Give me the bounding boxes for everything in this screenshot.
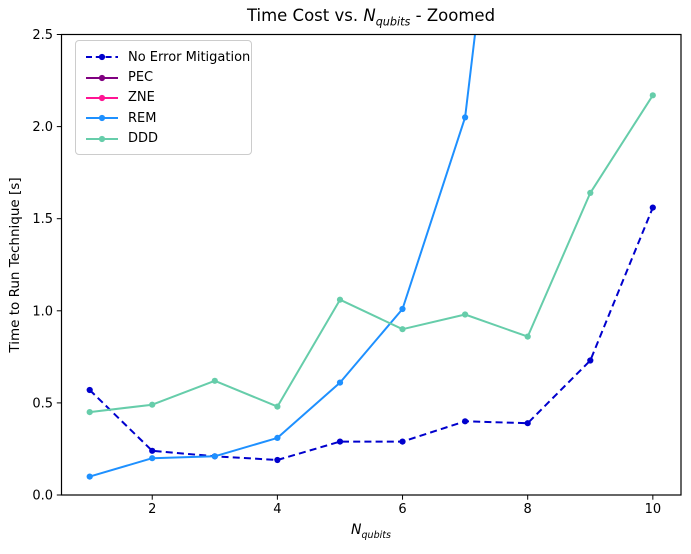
x-tick-label: 8 bbox=[524, 502, 532, 517]
data-point-marker bbox=[399, 305, 406, 313]
chart-title-prefix: Time Cost vs. bbox=[246, 6, 364, 25]
legend-item-rem: REM bbox=[76, 108, 251, 128]
legend-label: DDD bbox=[128, 131, 159, 147]
y-tick-label: 2.5 bbox=[32, 28, 53, 43]
data-point-marker bbox=[462, 114, 469, 121]
y-tick-label: 0.0 bbox=[32, 489, 53, 504]
chart-title-suffix: - Zoomed bbox=[410, 6, 496, 25]
chart-title: Time Cost vs. Nqubits - Zoomed bbox=[61, 6, 681, 28]
legend-line-sample-icon bbox=[86, 94, 118, 102]
data-point-marker bbox=[462, 418, 469, 425]
data-point-marker bbox=[524, 333, 531, 340]
data-point-marker bbox=[587, 189, 594, 196]
legend-label: PEC bbox=[128, 70, 154, 86]
data-point-marker bbox=[524, 420, 531, 427]
data-point-marker bbox=[211, 377, 218, 384]
y-tick-label: 2.0 bbox=[32, 120, 53, 135]
legend-line-sample-icon bbox=[86, 115, 118, 122]
x-tick-label: 10 bbox=[645, 502, 662, 517]
y-axis-label: Time to Run Technique [s] bbox=[7, 177, 23, 353]
data-point-marker bbox=[86, 409, 93, 416]
y-tick-label: 1.5 bbox=[32, 212, 53, 227]
legend-item-zne: ZNE bbox=[76, 88, 251, 108]
data-point-marker bbox=[336, 379, 344, 386]
data-point-marker bbox=[587, 357, 594, 364]
legend-label: No Error Mitigation bbox=[128, 49, 251, 65]
series-no-error-mitigation bbox=[86, 204, 656, 464]
legend-line-sample-icon bbox=[86, 54, 118, 61]
data-point-marker bbox=[149, 447, 156, 454]
data-point-marker bbox=[336, 296, 344, 303]
legend-line-sample-icon bbox=[86, 135, 118, 142]
data-point-marker bbox=[649, 92, 656, 99]
data-point-marker bbox=[649, 204, 656, 211]
legend-item-ddd: DDD bbox=[76, 129, 251, 149]
legend-item-no-error-mitigation: No Error Mitigation bbox=[76, 47, 251, 67]
chart-title-math-base: N bbox=[363, 6, 376, 25]
data-point-marker bbox=[211, 453, 218, 460]
data-point-marker bbox=[274, 434, 281, 441]
data-point-marker bbox=[336, 438, 344, 445]
data-point-marker bbox=[86, 473, 93, 480]
data-point-marker bbox=[86, 386, 93, 394]
data-point-marker bbox=[149, 401, 156, 408]
data-point-marker bbox=[274, 456, 281, 464]
data-point-marker bbox=[462, 311, 469, 318]
plot-spines bbox=[60, 33, 682, 496]
series-group bbox=[86, 34, 656, 480]
legend: No Error Mitigation PEC ZNE REM DDD bbox=[75, 40, 252, 155]
data-point-marker bbox=[399, 326, 406, 333]
y-tick-label: 1.0 bbox=[32, 304, 53, 319]
legend-item-pec: PEC bbox=[76, 67, 251, 87]
data-point-marker bbox=[399, 438, 406, 445]
data-point-marker bbox=[149, 455, 156, 462]
x-axis-label-math-sub: qubits bbox=[361, 529, 391, 541]
y-tick-label: 0.5 bbox=[32, 396, 53, 411]
series-ddd bbox=[86, 92, 656, 416]
chart-title-math-sub: qubits bbox=[375, 15, 411, 29]
axis-ticks: 2 4 6 8 10 0.0 0.5 1.0 1.5 2.0 2.5 bbox=[32, 28, 661, 517]
legend-line-sample-icon bbox=[86, 74, 118, 81]
x-tick-label: 4 bbox=[273, 502, 281, 517]
legend-label: ZNE bbox=[128, 90, 155, 106]
legend-label: REM bbox=[128, 110, 157, 126]
data-point-marker bbox=[274, 403, 281, 410]
series-rem bbox=[86, 34, 476, 480]
x-axis-label-math-base: N bbox=[351, 522, 362, 538]
x-axis-label: Nqubits bbox=[61, 522, 681, 541]
x-tick-label: 2 bbox=[148, 502, 156, 517]
x-tick-label: 6 bbox=[398, 502, 406, 517]
